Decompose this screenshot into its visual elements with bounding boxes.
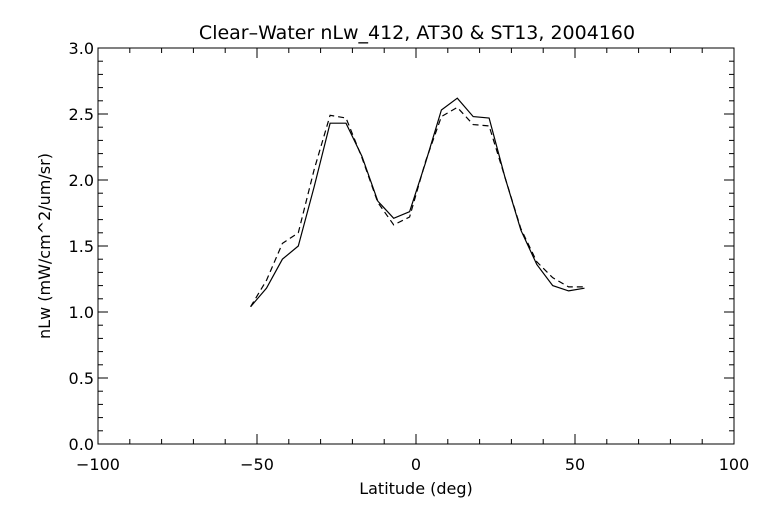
chart-title: Clear–Water nLw_412, AT30 & ST13, 200416… xyxy=(199,22,635,44)
y-tick-labels: 0.0 0.5 1.0 1.5 2.0 2.5 3.0 xyxy=(69,39,94,454)
x-tick-labels: −100 −50 0 50 100 xyxy=(76,455,749,474)
plot-frame xyxy=(97,47,735,445)
y-tick-label: 2.0 xyxy=(69,171,94,190)
axis-ticks xyxy=(97,47,735,445)
x-tick-label: 50 xyxy=(565,455,585,474)
x-tick-label: 0 xyxy=(411,455,421,474)
y-tick-label: 1.0 xyxy=(69,303,94,322)
x-tick-label: −100 xyxy=(76,455,120,474)
series-line-dashed xyxy=(250,106,585,308)
y-tick-label: 0.5 xyxy=(69,369,94,388)
y-axis-label: nLw (mW/cm^2/um/sr) xyxy=(35,153,54,339)
y-tick-label: 0.0 xyxy=(69,435,94,454)
x-tick-label: −50 xyxy=(240,455,274,474)
y-tick-label: 3.0 xyxy=(69,39,94,58)
series-group xyxy=(250,97,585,308)
series-line-solid xyxy=(250,97,585,308)
y-tick-label: 1.5 xyxy=(69,237,94,256)
x-tick-label: 100 xyxy=(719,455,750,474)
y-tick-label: 2.5 xyxy=(69,105,94,124)
x-axis-label: Latitude (deg) xyxy=(359,479,473,498)
